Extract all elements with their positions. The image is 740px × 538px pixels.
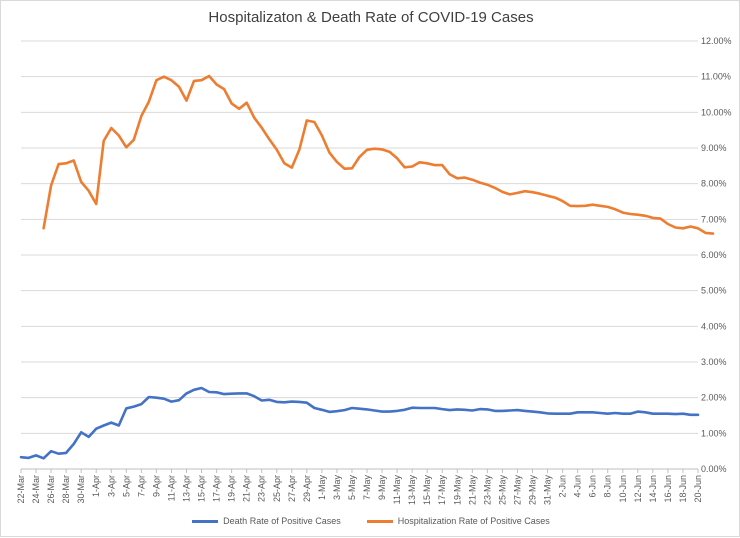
x-tick-label: 22-Mar	[16, 475, 26, 504]
y-tick-label: 11.00%	[701, 72, 731, 82]
x-tick-label: 14-Jun	[648, 475, 658, 503]
y-tick-label: 4.00%	[701, 321, 727, 331]
x-tick-label: 11-Apr	[166, 475, 176, 501]
x-tick-label: 12-Jun	[633, 475, 643, 503]
x-tick-label: 25-Apr	[272, 475, 282, 502]
x-tick-label: 3-May	[332, 475, 342, 501]
x-tick-label: 19-Apr	[227, 475, 237, 502]
x-tick-label: 5-Apr	[121, 475, 131, 497]
x-tick-label: 27-Apr	[287, 475, 297, 502]
series-lines	[19, 74, 715, 460]
legend-item-hospitalization-rate: Hospitalization Rate of Positive Cases	[366, 516, 550, 526]
y-axis-ticks: 0.00% 1.00% 2.00% 3.00% 4.00% 5.00% 6.00% 7.00%…	[701, 36, 732, 474]
x-tick-label: 18-Jun	[678, 475, 688, 503]
chart-title: Hospitalizaton & Death Rate of COVID-19 …	[208, 9, 534, 26]
legend-label-hospitalization-rate: Hospitalization Rate of Positive Cases	[397, 516, 550, 526]
x-tick-label: 25-May	[497, 475, 507, 506]
gridlines	[21, 40, 698, 470]
series-line-hospitalization-rate	[42, 74, 715, 235]
y-tick-label: 5.00%	[701, 286, 727, 296]
x-tick-label: 7-Apr	[136, 475, 146, 497]
x-tick-label: 17-May	[437, 475, 447, 506]
x-tick-label: 11-May	[392, 475, 402, 505]
x-tick-label: 21-Apr	[242, 475, 252, 502]
x-tick-label: 17-Apr	[212, 475, 222, 502]
x-tick-label: 6-Jun	[588, 475, 598, 498]
series-line-death-rate	[19, 386, 700, 460]
x-tick-label: 19-May	[452, 475, 462, 506]
x-tick-label: 23-May	[482, 475, 492, 506]
x-tick-label: 15-Apr	[197, 475, 207, 502]
x-tick-label: 7-May	[362, 475, 372, 501]
x-axis-ticks: 22-Mar 24-Mar 26-Mar 28-Mar 30-Mar 1-Apr 3-Apr…	[16, 469, 703, 505]
y-tick-label: 3.00%	[701, 357, 727, 367]
x-tick-label: 31-May	[543, 475, 553, 506]
legend-swatch-death-rate	[192, 519, 219, 523]
x-tick-label: 29-Apr	[302, 475, 312, 502]
y-tick-label: 9.00%	[701, 143, 727, 153]
x-tick-label: 13-May	[407, 475, 417, 506]
y-tick-label: 2.00%	[701, 393, 727, 403]
x-tick-label: 27-May	[512, 475, 522, 506]
legend-item-death-rate: Death Rate of Positive Cases	[192, 516, 341, 526]
x-tick-label: 26-Mar	[46, 475, 56, 504]
y-tick-label: 12.00%	[701, 36, 732, 46]
y-tick-label: 8.00%	[701, 179, 727, 189]
x-tick-label: 10-Jun	[618, 475, 628, 503]
y-tick-label: 6.00%	[701, 250, 727, 260]
x-tick-label: 29-May	[528, 475, 538, 506]
x-tick-label: 23-Apr	[257, 475, 267, 502]
x-tick-label: 13-Apr	[181, 475, 191, 502]
legend-swatch-hospitalization-rate	[366, 519, 393, 523]
x-tick-label: 1-May	[317, 475, 327, 501]
y-tick-label: 1.00%	[701, 428, 727, 438]
x-tick-label: 1-Apr	[91, 475, 101, 497]
x-tick-label: 8-Jun	[603, 475, 613, 498]
x-tick-label: 5-May	[347, 475, 357, 501]
y-tick-label: 0.00%	[701, 464, 727, 474]
x-tick-label: 15-May	[422, 475, 432, 506]
x-tick-label: 28-Mar	[61, 475, 71, 504]
x-tick-label: 3-Apr	[106, 475, 116, 497]
chart-legend: Death Rate of Positive Cases Hospitaliza…	[1, 516, 740, 526]
x-tick-label: 2-Jun	[558, 475, 568, 498]
x-tick-label: 9-May	[377, 475, 387, 501]
x-tick-label: 24-Mar	[31, 475, 41, 504]
y-tick-label: 7.00%	[701, 214, 727, 224]
y-tick-label: 10.00%	[701, 107, 732, 117]
x-tick-label: 21-May	[467, 475, 477, 506]
x-tick-label: 20-Jun	[693, 475, 703, 503]
x-tick-label: 4-Jun	[573, 475, 583, 498]
x-tick-label: 16-Jun	[663, 475, 673, 503]
legend-label-death-rate: Death Rate of Positive Cases	[223, 516, 341, 526]
x-tick-label: 30-Mar	[76, 475, 86, 504]
x-tick-label: 9-Apr	[151, 475, 161, 497]
